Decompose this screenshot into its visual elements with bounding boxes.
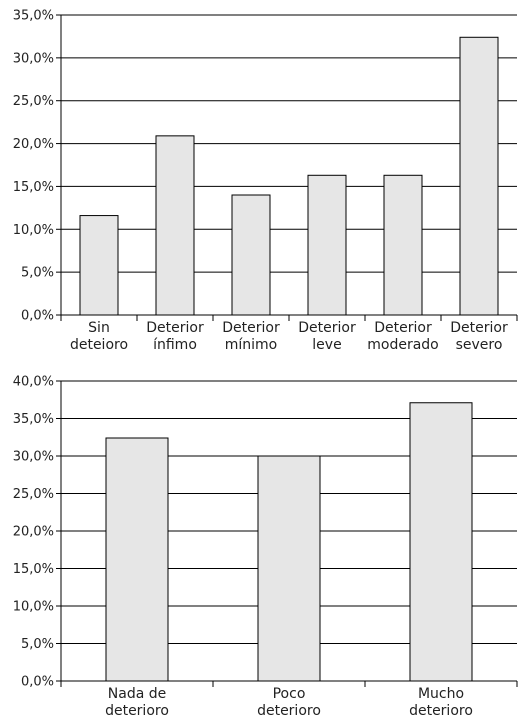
x-category-label-line: deteioro	[70, 337, 128, 353]
y-tick-label: 15,0%	[13, 180, 54, 195]
x-category-label: Deterior severo	[450, 320, 508, 353]
y-tick-label: 35,0%	[13, 9, 54, 24]
x-category-label: Deterior mínimo	[222, 320, 280, 353]
x-category-label: Sin deteioro	[70, 320, 128, 353]
y-tick-label: 15,0%	[13, 562, 54, 577]
x-category-label-line: Poco	[273, 686, 306, 702]
x-category-label-line: Deterior	[298, 320, 356, 336]
bar	[257, 455, 321, 682]
y-tick-label: 25,0%	[13, 487, 54, 502]
bar	[307, 174, 347, 316]
bar	[231, 194, 271, 316]
x-category-label: Nada de deterioro	[105, 686, 169, 719]
x-category-label-line: Deterior	[146, 320, 204, 336]
bar	[105, 437, 169, 682]
x-category-label-line: leve	[312, 337, 341, 353]
y-tick-label: 5,0%	[21, 266, 54, 281]
x-category-label-line: Deterior	[222, 320, 280, 336]
bar	[155, 135, 195, 316]
x-category-label-line: ínfimo	[153, 337, 197, 353]
bar	[409, 402, 473, 682]
x-category-label-line: Nada de	[108, 686, 166, 702]
y-tick-label: 30,0%	[13, 450, 54, 465]
x-category-label: Deterior moderado	[367, 320, 439, 353]
y-tick-label: 5,0%	[21, 637, 54, 652]
x-category-label-line: mínimo	[225, 337, 278, 353]
x-category-label-line: moderado	[367, 337, 439, 353]
y-tick-label: 30,0%	[13, 51, 54, 66]
bar	[79, 215, 119, 316]
y-tick-label: 10,0%	[13, 600, 54, 615]
x-category-label-line: deterioro	[409, 703, 473, 719]
x-category-label-line: severo	[456, 337, 503, 353]
bar	[383, 174, 423, 316]
x-category-label-line: deterioro	[257, 703, 321, 719]
y-tick-label: 40,0%	[13, 375, 54, 390]
chart-deterioration-levels: 0,0% 5,0% 10,0% 15,0% 20,0% 25,0% 30,0% 35,0% Si…	[13, 9, 518, 353]
bar	[459, 36, 499, 316]
y-tick-label: 10,0%	[13, 223, 54, 238]
y-tick-label: 20,0%	[13, 525, 54, 540]
y-tick-label: 25,0%	[13, 94, 54, 109]
y-tick-label: 0,0%	[21, 675, 54, 690]
y-tick-label: 0,0%	[21, 309, 54, 324]
x-category-label-line: Deterior	[374, 320, 432, 336]
chart-deterioration-summary: 0,0% 5,0% 10,0% 15,0% 20,0% 25,0% 30,0% 35,0% 40…	[13, 375, 518, 719]
y-tick-label: 35,0%	[13, 412, 54, 427]
y-tick-label: 20,0%	[13, 137, 54, 152]
x-category-label: Mucho deterioro	[409, 686, 473, 719]
x-category-label: Poco deterioro	[257, 686, 321, 719]
x-category-label-line: Sin	[88, 320, 110, 336]
x-category-label: Deterior leve	[298, 320, 356, 353]
x-category-label-line: Deterior	[450, 320, 508, 336]
x-category-label: Deterior ínfimo	[146, 320, 204, 353]
x-category-label-line: deterioro	[105, 703, 169, 719]
x-category-label-line: Mucho	[418, 686, 464, 702]
